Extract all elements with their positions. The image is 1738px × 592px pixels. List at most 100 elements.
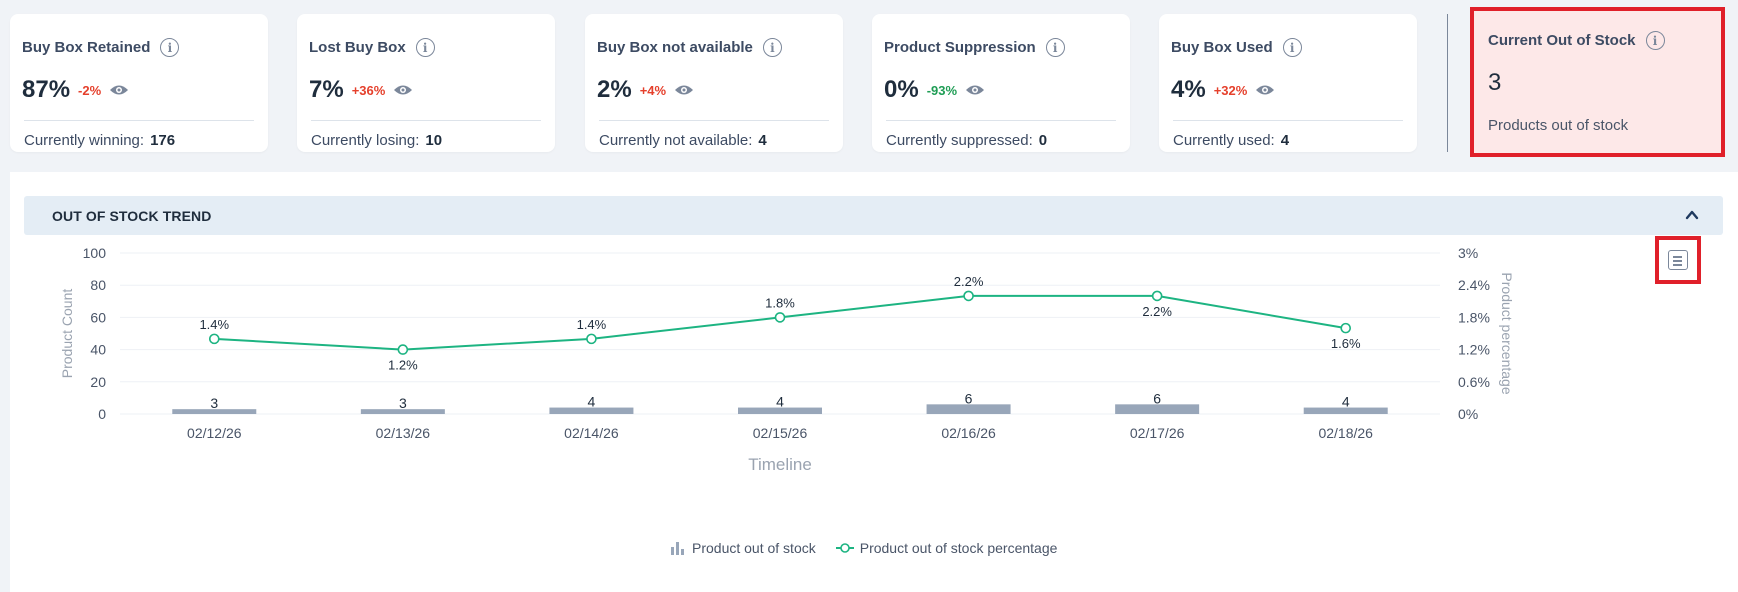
card-footer-label: Currently suppressed: xyxy=(886,132,1033,149)
card-title: Lost Buy Box xyxy=(309,39,406,56)
y-right-tick-label: 1.2% xyxy=(1458,342,1490,358)
line-data-label: 1.2% xyxy=(388,358,418,373)
eye-icon[interactable] xyxy=(393,83,413,97)
card-buy-box-used: Buy Box Used i 4% +32% Currently used: 4 xyxy=(1159,14,1417,152)
divider xyxy=(24,120,254,121)
line-data-label: 2.2% xyxy=(1142,304,1172,319)
card-delta: +32% xyxy=(1213,82,1248,98)
x-axis-title: Timeline xyxy=(748,455,812,474)
line-legend-icon xyxy=(835,543,854,553)
bar-legend-icon xyxy=(671,542,684,555)
chart-legend: Product out of stock Product out of stoc… xyxy=(670,540,1057,556)
bar-data-label: 4 xyxy=(588,394,596,410)
bar xyxy=(360,409,445,414)
divider xyxy=(1173,120,1403,121)
card-buy-box-not-available: Buy Box not available i 2% +4% Currently … xyxy=(585,14,843,152)
card-buy-box-retained: Buy Box Retained i 87% -2% Currently winn… xyxy=(10,14,268,152)
trend-header[interactable]: OUT OF STOCK TREND xyxy=(24,196,1723,235)
card-footer-value: 4 xyxy=(1280,132,1290,149)
info-icon[interactable]: i xyxy=(160,38,180,57)
y-right-tick-label: 1.8% xyxy=(1458,309,1490,325)
card-footer-value: 10 xyxy=(425,132,443,149)
bar xyxy=(172,409,257,414)
line-data-label: 1.6% xyxy=(1331,336,1361,351)
card-value: 7% xyxy=(309,76,344,103)
x-tick-label: 02/12/26 xyxy=(187,425,242,441)
kpi-cards-row: Buy Box Retained i 87% -2% Currently winn… xyxy=(0,0,1738,170)
bar-data-label: 4 xyxy=(776,394,784,410)
trend-title: OUT OF STOCK TREND xyxy=(52,208,212,224)
line-point xyxy=(1151,290,1163,302)
line-point xyxy=(1340,322,1352,334)
bar xyxy=(549,407,634,414)
y-tick-label: 100 xyxy=(83,245,107,261)
x-tick-label: 02/14/26 xyxy=(564,425,619,441)
y-right-tick-label: 0% xyxy=(1458,406,1478,422)
info-icon[interactable]: i xyxy=(1045,38,1065,57)
card-footer-value: 176 xyxy=(150,132,176,149)
legend-label: Product out of stock xyxy=(692,540,816,556)
card-title: Buy Box Used xyxy=(1171,39,1273,56)
info-icon[interactable]: i xyxy=(762,38,782,57)
line-data-label: 1.8% xyxy=(765,295,795,310)
card-product-suppression: Product Suppression i 0% -93% Currently s… xyxy=(872,14,1130,152)
info-icon[interactable]: i xyxy=(1282,38,1302,57)
eye-icon[interactable] xyxy=(674,83,694,97)
legend-label: Product out of stock percentage xyxy=(859,540,1058,556)
card-current-out-of-stock[interactable]: Current Out of Stock i 3 Products out of … xyxy=(1470,7,1725,157)
card-title: Buy Box not available xyxy=(597,39,753,56)
bar-data-label: 3 xyxy=(210,395,218,411)
legend-item-bars[interactable]: Product out of stock xyxy=(670,540,816,556)
bar-data-label: 6 xyxy=(965,390,973,406)
trend-panel: OUT OF STOCK TREND 0 20 40 60 80 100 0% 0.6% 1.2… xyxy=(10,172,1738,592)
menu-icon xyxy=(1668,250,1688,270)
card-delta: +4% xyxy=(639,82,667,98)
card-value: 87% xyxy=(22,76,71,103)
card-value: 0% xyxy=(884,76,919,103)
x-tick-label: 02/15/26 xyxy=(753,425,808,441)
eye-icon[interactable] xyxy=(1255,83,1275,97)
card-footer-label: Currently losing: xyxy=(311,132,420,149)
x-tick-label: 02/16/26 xyxy=(941,425,996,441)
card-delta: -2% xyxy=(78,82,102,98)
card-delta: -93% xyxy=(926,82,958,98)
y-tick-label: 80 xyxy=(90,277,106,293)
x-tick-label: 02/17/26 xyxy=(1130,425,1185,441)
eye-icon[interactable] xyxy=(109,83,129,97)
card-title: Current Out of Stock xyxy=(1488,32,1636,49)
bar xyxy=(1303,407,1388,414)
line-data-label: 1.4% xyxy=(199,317,229,332)
line-point xyxy=(963,290,974,302)
divider xyxy=(311,120,541,121)
card-footer-label: Currently winning: xyxy=(24,132,145,149)
y-right-tick-label: 2.4% xyxy=(1458,277,1490,293)
x-tick-label: 02/13/26 xyxy=(376,425,431,441)
card-footer-label: Currently not available: xyxy=(599,132,753,149)
chart-menu-button[interactable] xyxy=(1655,236,1701,284)
legend-item-line[interactable]: Product out of stock percentage xyxy=(835,540,1058,556)
y-right-tick-label: 3% xyxy=(1458,245,1478,261)
card-delta: +36% xyxy=(351,82,386,98)
y-tick-label: 20 xyxy=(90,374,106,390)
eye-icon[interactable] xyxy=(965,83,985,97)
y-axis-title: Product Count xyxy=(59,289,75,379)
card-footer-label: Currently used: xyxy=(1173,132,1275,149)
bar-data-label: 6 xyxy=(1153,390,1161,406)
card-lost-buy-box: Lost Buy Box i 7% +36% Currently losing: 1… xyxy=(297,14,555,152)
card-title: Buy Box Retained xyxy=(22,39,151,56)
info-icon[interactable]: i xyxy=(415,38,435,57)
info-icon[interactable]: i xyxy=(1645,31,1665,50)
card-footer-value: 4 xyxy=(758,132,767,149)
vertical-separator xyxy=(1447,14,1448,152)
line-data-label: 1.4% xyxy=(577,317,607,332)
card-value: 2% xyxy=(597,76,632,103)
card-subtitle: Products out of stock xyxy=(1488,117,1629,134)
card-title: Product Suppression xyxy=(884,39,1036,56)
bar xyxy=(1115,404,1200,414)
chevron-up-icon[interactable] xyxy=(1685,208,1699,222)
card-value: 4% xyxy=(1171,76,1206,103)
y-tick-label: 40 xyxy=(90,342,106,358)
chart: 0 20 40 60 80 100 0% 0.6% 1.2% 1.8% 2.4% 3% Product … xyxy=(59,245,1515,474)
divider xyxy=(886,120,1116,121)
bar xyxy=(926,404,1011,414)
